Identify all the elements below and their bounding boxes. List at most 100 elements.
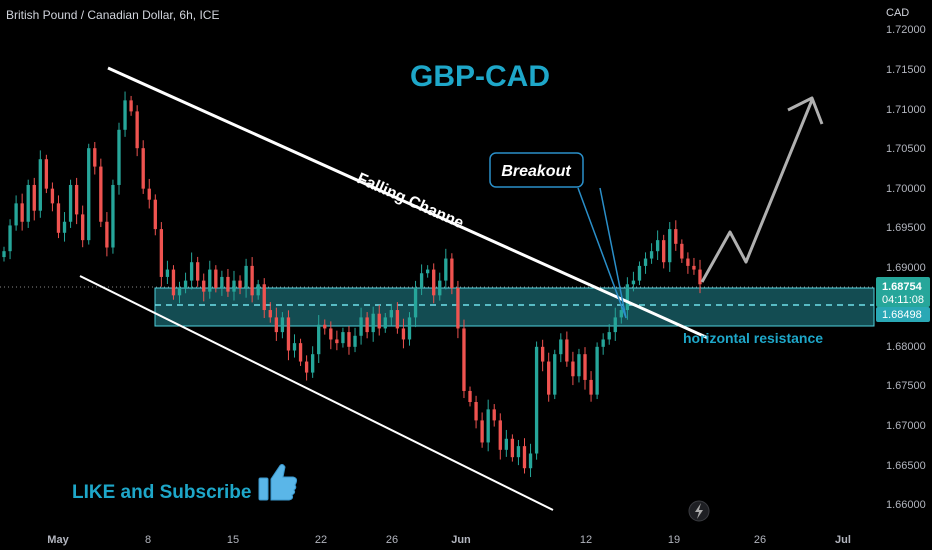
last-price-value: 1.68754 — [882, 281, 923, 293]
candle-body — [504, 438, 508, 450]
candle-body — [304, 361, 309, 373]
candle-body — [274, 317, 279, 333]
channel-lower-line[interactable] — [79, 275, 554, 511]
candle-body — [619, 310, 623, 318]
candle-body — [643, 258, 648, 266]
price-tick: 1.69000 — [886, 262, 926, 274]
breakout-callout-pointer — [577, 187, 627, 319]
price-tick: 1.66000 — [886, 499, 926, 511]
candle-body — [413, 287, 418, 318]
candle-body — [159, 229, 164, 277]
time-tick: 22 — [315, 534, 327, 546]
candle-body — [317, 324, 321, 355]
forecast-arrowhead — [787, 96, 824, 125]
candle-body — [468, 390, 472, 403]
candle-body — [383, 317, 387, 329]
candle-body — [44, 159, 49, 189]
candle-body — [419, 273, 424, 288]
candle-body — [565, 339, 569, 362]
candle-body — [474, 402, 478, 421]
time-tick: 15 — [227, 534, 239, 546]
time-tick: Jun — [451, 534, 471, 546]
time-tick: 26 — [386, 534, 398, 546]
channel-upper-line[interactable] — [107, 66, 709, 340]
last-price-badge — [876, 277, 930, 307]
candle-body — [50, 188, 55, 204]
candle-body — [2, 251, 6, 258]
candle-body — [601, 339, 605, 347]
candle-body — [631, 280, 636, 285]
candle-body — [196, 262, 200, 281]
candle-body — [220, 276, 224, 288]
candle-body — [510, 438, 515, 458]
candle-body — [432, 269, 436, 296]
candle-body — [522, 446, 527, 469]
candle-body — [38, 159, 42, 211]
price-tick: 1.68000 — [886, 341, 926, 353]
candle-body — [401, 328, 406, 340]
candle-body — [20, 203, 24, 222]
candle-body — [680, 243, 684, 259]
candle-body — [93, 148, 97, 167]
candle-body — [668, 229, 672, 263]
candle-body — [674, 229, 678, 244]
candle-body — [547, 361, 551, 395]
candle-body — [589, 379, 593, 395]
candle-body — [183, 280, 188, 288]
candle-body — [111, 184, 115, 248]
candle-body — [81, 214, 85, 241]
candle-body — [571, 361, 575, 377]
candle-body — [534, 346, 539, 454]
candle-body — [692, 265, 696, 270]
candle-body — [353, 335, 357, 347]
headline-title: GBP-CAD — [410, 60, 550, 93]
candle-body — [613, 317, 617, 333]
breakout-box — [489, 152, 584, 188]
candle-body — [329, 328, 333, 340]
candle-body — [232, 280, 236, 292]
candle-body — [286, 317, 291, 351]
candle-body — [323, 324, 327, 329]
time-tick: 26 — [754, 534, 766, 546]
candle-body — [655, 240, 660, 252]
candle-body — [280, 317, 285, 333]
candle-body — [68, 184, 73, 222]
candle-body — [165, 269, 170, 277]
symbol-title[interactable]: British Pound / Canadian Dollar, 6h, ICE — [6, 8, 220, 22]
candle-body — [662, 240, 666, 263]
price-tick: 1.71500 — [886, 64, 926, 76]
candle-body — [377, 313, 381, 329]
forecast-arrow[interactable] — [700, 99, 814, 283]
candle-body — [202, 280, 206, 292]
candle-body — [298, 343, 303, 362]
candle-body — [268, 310, 272, 318]
price-tick: 1.70500 — [886, 143, 926, 155]
candle-body — [262, 284, 266, 311]
candle-body — [528, 453, 533, 469]
price-tick: 1.67000 — [886, 420, 926, 432]
price-scale: 1.72000 1.71500 1.71000 1.70500 1.70000 … — [876, 24, 930, 511]
candle-body — [226, 276, 230, 292]
time-tick: Jul — [835, 534, 851, 546]
price-tick: 1.70000 — [886, 183, 926, 195]
price-tick: 1.72000 — [886, 24, 926, 36]
time-axis: May 8 15 22 26 Jun 12 19 26 Jul — [47, 534, 851, 546]
candle-body — [250, 265, 254, 296]
time-tick: 12 — [580, 534, 592, 546]
candle-body — [407, 317, 412, 340]
candle-body — [498, 420, 502, 450]
candle-body — [8, 225, 12, 252]
candle-body — [480, 420, 484, 443]
candle-body — [637, 265, 642, 281]
candle-body — [444, 258, 448, 281]
candle-body — [462, 328, 466, 391]
candle-body — [56, 203, 61, 233]
lightning-icon[interactable] — [688, 500, 710, 522]
candle-body — [14, 203, 18, 226]
candle-body — [607, 332, 611, 340]
candle-body — [389, 310, 394, 318]
candle-body — [117, 129, 121, 185]
candle-body — [129, 100, 133, 112]
candle-body — [74, 184, 79, 215]
